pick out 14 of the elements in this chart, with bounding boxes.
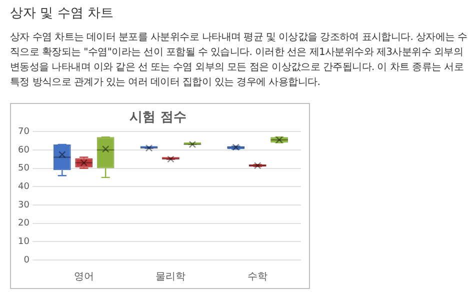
- chart-title: 시험 점수: [130, 110, 186, 126]
- y-tick-label: 60: [18, 145, 30, 156]
- y-tick-label: 70: [18, 126, 30, 137]
- x-tick-label: 수학: [248, 272, 268, 283]
- y-tick-label: 20: [18, 218, 30, 229]
- y-tick-label: 50: [18, 164, 30, 174]
- y-tick-label: 0: [24, 255, 30, 266]
- x-tick-label: 영어: [74, 272, 94, 283]
- text: 상자 수염 차트는 데이터 분포를 사분위수로 나타내며 평균 및 이상값을 강조하여 표시합니다. 상자에는 수직으로 확장되는 "수염"이라는 선이 포함될 수 있습니다. 이러한 선은 제1사분위수와 제3사분위수 외부의 변동성을 나타내며 이와 같은 선 또는 수염 외부의 모든 점은 이상값으로 간주됩니다. 이 차트 종류는 서로 특정 방식으로 관계가 있는 여러 데이터 집합이 있는 경우에 사용합니다.: [10, 31, 468, 90]
- text: 상자 및 수염 차트: [10, 5, 114, 22]
- y-tick-label: 10: [18, 237, 30, 247]
- y-tick-label: 40: [18, 182, 30, 192]
- x-tick-label: 물리학: [156, 272, 186, 283]
- y-tick-label: 30: [18, 200, 30, 210]
